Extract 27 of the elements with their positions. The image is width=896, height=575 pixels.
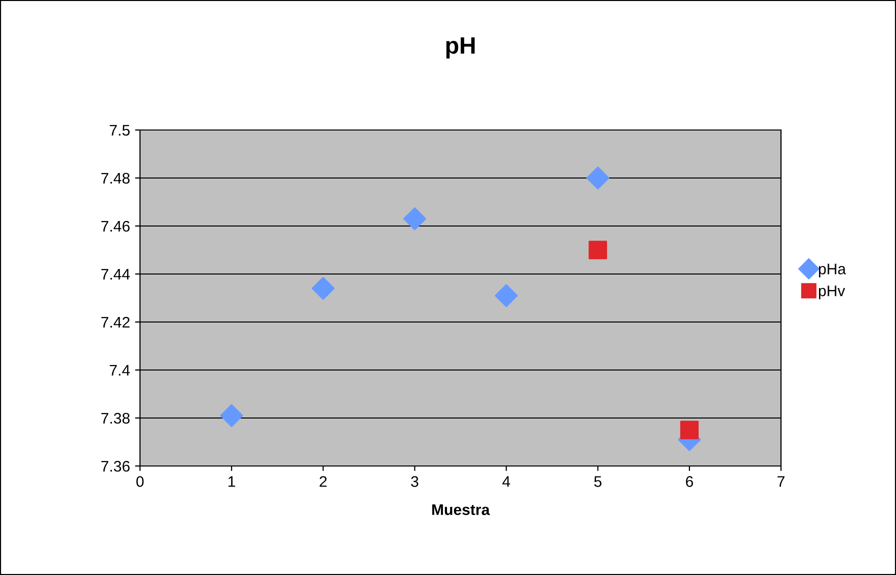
point — [680, 420, 699, 440]
legend-label: pHa — [818, 264, 846, 278]
y-tick-label: 7.46 — [101, 220, 130, 232]
point — [220, 404, 244, 428]
point — [403, 207, 426, 230]
y-tick-label: 7.48 — [101, 172, 130, 184]
x-tick-label: 4 — [502, 476, 510, 487]
point — [494, 284, 518, 308]
y-tick-label: 7.4 — [110, 365, 130, 376]
x-tick-label: 1 — [228, 476, 236, 487]
x-tick-label: 0 — [136, 476, 144, 487]
point — [312, 276, 335, 300]
x-axis-title: Muestra — [432, 504, 490, 516]
legend-label: pHv — [818, 286, 846, 300]
point — [588, 240, 608, 260]
y-tick-label: 7.42 — [101, 316, 130, 328]
y-tick-label: 7.38 — [101, 412, 130, 424]
chart-title: pH — [446, 37, 475, 59]
y-tick-label: 7.36 — [101, 460, 130, 472]
x-tick-label: 6 — [686, 476, 694, 487]
y-tick-label: 7.5 — [110, 125, 130, 136]
x-tick-label: 7 — [778, 476, 784, 487]
point — [586, 166, 610, 190]
y-tick-label: 7.44 — [101, 269, 130, 280]
x-tick-label: 5 — [594, 476, 602, 487]
x-tick-label: 3 — [411, 476, 418, 487]
x-tick-label: 2 — [320, 476, 327, 487]
